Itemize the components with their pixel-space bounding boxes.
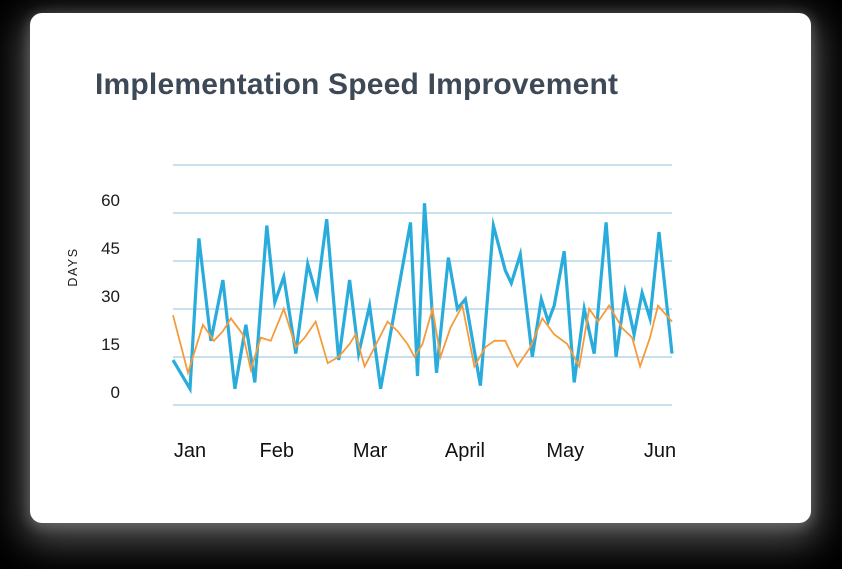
x-tick-label: Jun (644, 440, 676, 462)
x-tick-label: Mar (353, 440, 388, 462)
y-tick-label: 0 (111, 383, 120, 402)
line-chart: 60 45 30 15 0 DAYS Jan Feb Mar April May Jun (66, 164, 676, 462)
x-tick-label: May (546, 440, 584, 462)
series-line-blue (171, 203, 674, 395)
y-tick-label: 30 (101, 287, 120, 306)
x-tick-label: April (445, 440, 485, 462)
chart-title: Implementation Speed Improvement (95, 68, 619, 101)
y-axis-title: DAYS (66, 247, 80, 286)
x-tick-label: Jan (174, 440, 206, 462)
x-tick-label: Feb (260, 440, 294, 462)
y-tick-label: 15 (101, 335, 120, 354)
y-tick-label: 45 (101, 239, 120, 258)
y-tick-label: 60 (101, 191, 120, 210)
chart-card: Implementation Speed Improvement 60 45 30 1… (30, 13, 811, 523)
series-line-orange (172, 302, 673, 377)
